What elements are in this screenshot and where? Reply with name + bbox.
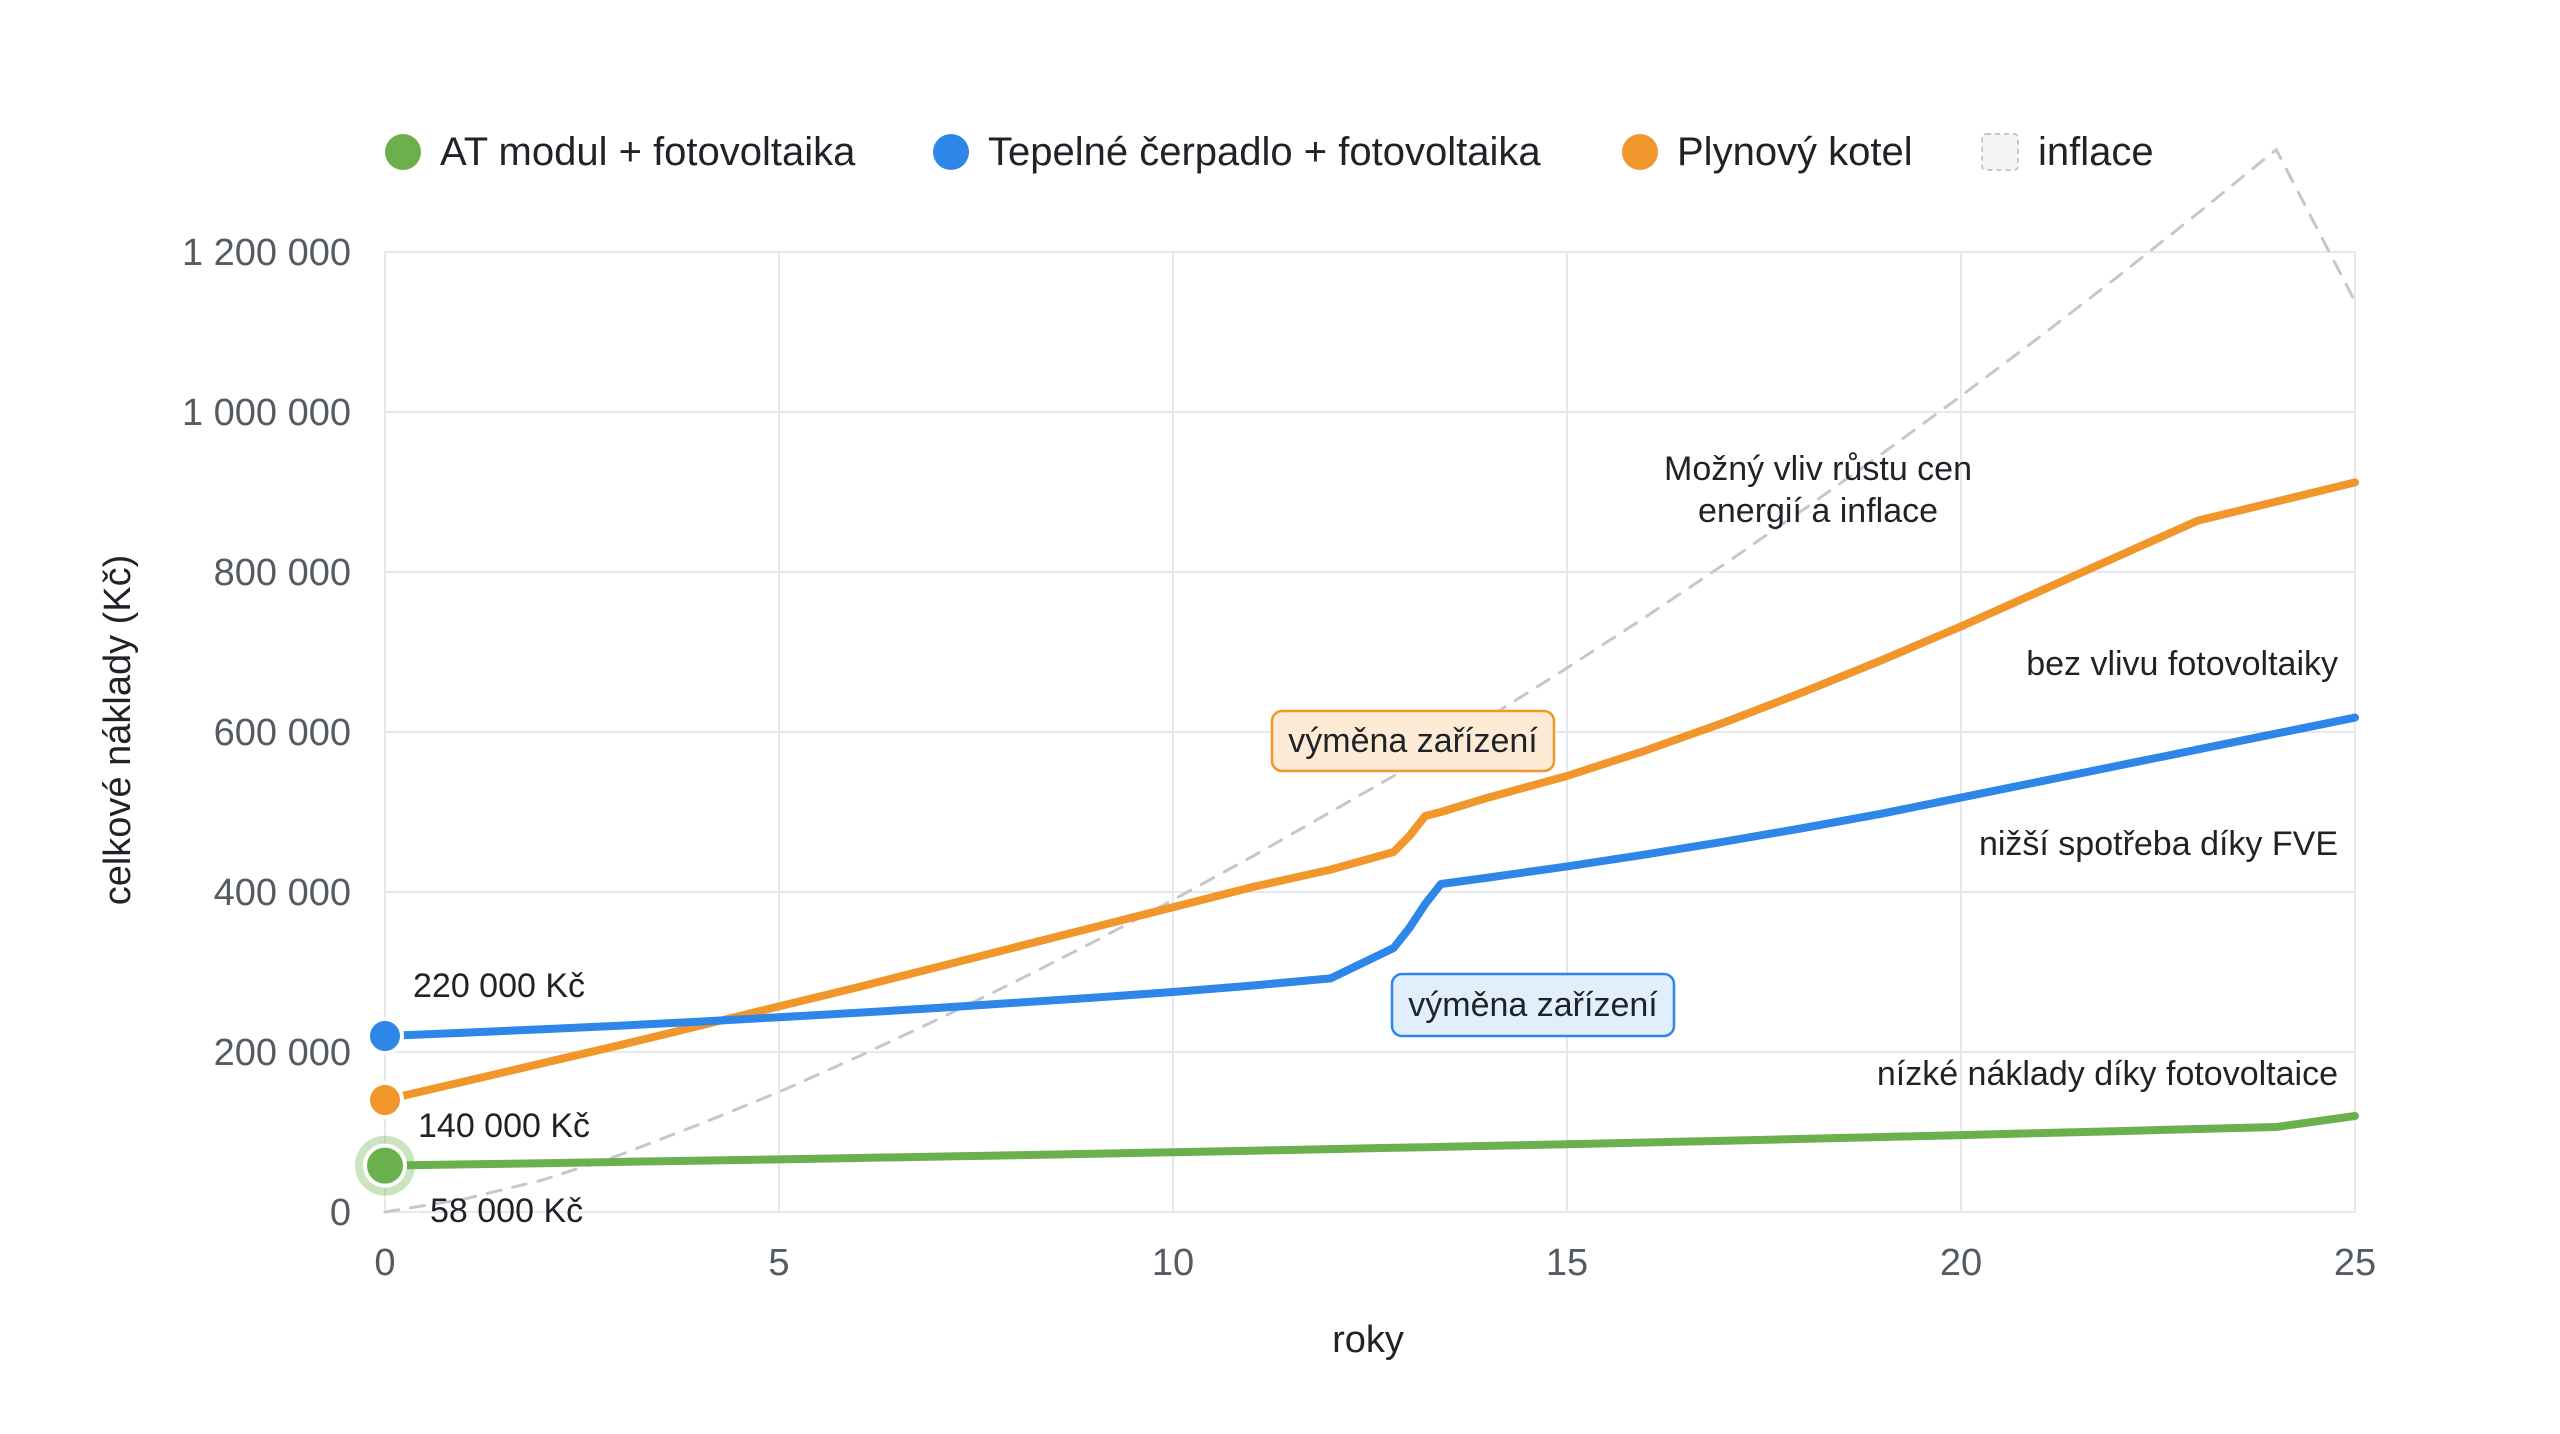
legend-item-plynovy-kotel[interactable]: Plynový kotel [1622, 130, 1913, 174]
legend-label-at-modul: AT modul + fotovoltaika [440, 130, 856, 174]
callout-heat-pump-replacement: výměna zařízení [1390, 972, 1676, 1038]
series-line-2 [381, 478, 2359, 1104]
annotation-inflation-line1: Možný vliv růstu cen [1664, 450, 1972, 488]
legend-swatch-inflace [1981, 133, 2019, 171]
y-tick-label: 1 200 000 [182, 232, 351, 274]
start-label-gas: 140 000 Kč [418, 1107, 590, 1145]
start-label-at-module: 58 000 Kč [430, 1192, 583, 1230]
legend-item-at-modul[interactable]: AT modul + fotovoltaika [385, 130, 856, 174]
series-line-1 [381, 713, 2359, 1040]
x-tick-label: 20 [1940, 1242, 1982, 1284]
start-label-heat-pump: 220 000 Kč [413, 967, 585, 1005]
x-tick-label: 10 [1152, 1242, 1194, 1284]
start-marker-1[interactable] [366, 1017, 404, 1055]
start-marker-0[interactable] [363, 1143, 407, 1188]
x-tick-label: 5 [768, 1242, 789, 1284]
x-tick-label: 25 [2334, 1242, 2376, 1284]
annotation-inflation-line2: energií a inflace [1698, 492, 1938, 530]
legend-swatch-plynovy-kotel [1622, 134, 1658, 170]
start-marker-2[interactable] [366, 1081, 404, 1119]
callout-gas-replacement: výměna zařízení [1270, 709, 1556, 773]
callout-heat-pump-replacement-text: výměna zařízení [1408, 986, 1658, 1024]
series-line-0 [381, 1112, 2359, 1170]
y-tick-label: 1 000 000 [182, 392, 351, 434]
y-tick-label: 800 000 [214, 552, 351, 594]
y-tick-label: 200 000 [214, 1032, 351, 1074]
y-tick-label: 600 000 [214, 712, 351, 754]
marker-layer [355, 1017, 415, 1196]
x-tick-label: 15 [1546, 1242, 1588, 1284]
x-axis-title: roky [1332, 1319, 1404, 1361]
legend-swatch-at-modul [385, 134, 421, 170]
x-tick-label: 0 [374, 1242, 395, 1284]
legend-label-plynovy-kotel: Plynový kotel [1677, 130, 1913, 174]
legend-item-inflace[interactable]: inflace [1981, 130, 2154, 174]
tick-layer: 0 200 000 400 000 600 000 800 000 1 000 000 1 … [182, 232, 2376, 1284]
legend-label-inflace: inflace [2038, 130, 2154, 174]
legend-swatch-tepelne-cerpadlo [933, 134, 969, 170]
y-axis-title: celkové náklady (Kč) [97, 555, 139, 906]
legend-item-tepelne-cerpadlo[interactable]: Tepelné čerpadlo + fotovoltaika [933, 130, 1541, 174]
y-tick-label: 0 [330, 1192, 351, 1234]
legend-label-tepelne-cerpadlo: Tepelné čerpadlo + fotovoltaika [988, 130, 1541, 174]
annotation-gas: bez vlivu fotovoltaiky [2026, 645, 2338, 683]
callout-gas-replacement-box [1270, 709, 1556, 773]
legend: AT modul + fotovoltaika Tepelné čerpadlo… [385, 130, 2154, 174]
callout-gas-replacement-text: výměna zařízení [1288, 722, 1538, 760]
annotation-at-module: nízké náklady díky fotovoltaice [1877, 1055, 2338, 1093]
callout-heat-pump-replacement-box [1390, 972, 1676, 1038]
y-tick-label: 400 000 [214, 872, 351, 914]
annotation-heat-pump: nižší spotřeba díky FVE [1979, 825, 2338, 863]
grid-layer [384, 251, 2356, 1213]
